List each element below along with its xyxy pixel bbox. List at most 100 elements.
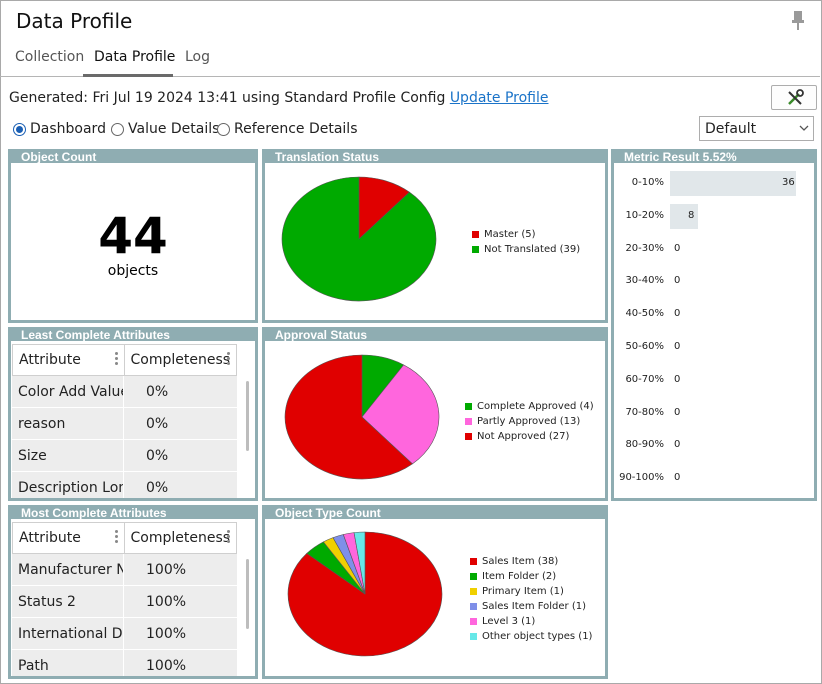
metric-row: 0-10% 36 (614, 171, 810, 196)
view-reference-details-radio[interactable]: Reference Details (217, 121, 357, 137)
view-reference-details-label: Reference Details (234, 121, 358, 137)
radio-icon (217, 122, 230, 136)
view-dashboard-radio[interactable]: Dashboard (13, 121, 106, 137)
table-row[interactable]: Manufacturer N... 100% (12, 554, 237, 586)
profile-tools-button[interactable] (771, 85, 817, 110)
column-header[interactable]: Attribute (13, 523, 125, 553)
panel-body: Complete Approved (4) Partly Approved (13… (265, 341, 605, 498)
table-header: Attribute Completeness (12, 344, 237, 376)
legend-item: Sales Item Folder (1) (470, 599, 592, 614)
view-dashboard-label: Dashboard (30, 121, 106, 137)
legend-label: Sales Item (38) (482, 556, 559, 567)
least-complete-panel: Least Complete Attributes Attribute Compl… (8, 327, 258, 501)
tab-data-profile[interactable]: Data Profile (94, 49, 176, 65)
config-select[interactable]: Default (699, 116, 814, 141)
table-row[interactable]: reason 0% (12, 408, 237, 440)
legend-item: Primary Item (1) (470, 584, 592, 599)
metric-row: 30-40% 0 (614, 269, 810, 294)
generated-info: Generated: Fri Jul 19 2024 13:41 using S… (9, 90, 549, 106)
scrollbar[interactable] (246, 559, 249, 629)
legend-label: Item Folder (2) (482, 571, 557, 582)
column-menu-icon[interactable] (227, 530, 230, 545)
object-type-count-pie-chart (287, 531, 443, 657)
column-menu-icon[interactable] (227, 352, 230, 367)
legend-swatch (470, 558, 477, 565)
tab-bar: Collection Data Profile Log (0, 44, 820, 77)
column-menu-icon[interactable] (114, 352, 118, 367)
panel-title: Object Count (21, 150, 97, 164)
metric-value: 0 (674, 406, 681, 418)
metric-result-panel: Metric Result 5.52% 0-10% 36 10-20% 8 20-30%… (611, 149, 817, 501)
metric-bucket-label: 60-70% (625, 373, 664, 385)
column-header-label: Completeness (130, 352, 231, 368)
radio-icon (111, 122, 124, 136)
legend-label: Partly Approved (13) (477, 416, 581, 427)
column-header-label: Completeness (130, 530, 231, 546)
column-header[interactable]: Completeness (125, 345, 237, 375)
legend-swatch (470, 603, 477, 610)
approval-status-legend: Complete Approved (4) Partly Approved (13… (465, 399, 594, 444)
window-title: Data Profile (16, 9, 133, 33)
config-select-value: Default (705, 121, 757, 137)
attribute-cell: reason (12, 408, 124, 439)
legend-item: Level 3 (1) (470, 614, 592, 629)
legend-swatch (465, 433, 472, 440)
chevron-down-icon (799, 125, 809, 131)
metric-bucket-label: 0-10% (631, 177, 664, 188)
metric-bucket-label: 10-20% (625, 209, 664, 221)
panel-body: Attribute Completeness Manufacturer N... 10… (11, 519, 255, 676)
table-row[interactable]: Path 100% (12, 650, 237, 676)
approval-status-pie-chart (284, 354, 440, 480)
metric-value: 36 (782, 177, 795, 188)
metric-bucket-label: 40-50% (625, 308, 664, 320)
metric-value: 0 (674, 439, 681, 451)
panel-body: Sales Item (38) Item Folder (2) Primary It… (265, 519, 605, 676)
legend-label: Complete Approved (4) (477, 401, 594, 412)
legend-swatch (465, 403, 472, 410)
pin-icon[interactable] (789, 10, 807, 32)
table-row[interactable]: Status 2 100% (12, 586, 237, 618)
legend-label: Level 3 (1) (482, 616, 536, 627)
column-menu-icon[interactable] (114, 530, 118, 545)
legend-swatch (470, 588, 477, 595)
metric-bucket-label: 70-80% (625, 406, 664, 418)
completeness-cell: 0% (146, 480, 169, 496)
update-profile-link[interactable]: Update Profile (449, 90, 549, 106)
metric-value: 0 (674, 373, 681, 385)
column-header[interactable]: Completeness (125, 523, 237, 553)
table-row[interactable]: Description Long 0% (12, 472, 237, 498)
object-type-count-legend: Sales Item (38) Item Folder (2) Primary It… (470, 554, 592, 644)
panel-title: Object Type Count (275, 506, 381, 520)
column-header[interactable]: Attribute (13, 345, 125, 375)
tools-icon (788, 89, 804, 105)
attribute-cell: Description Long (12, 472, 124, 498)
view-value-details-radio[interactable]: Value Details (111, 121, 219, 137)
panel-body: Attribute Completeness Color Add Values0%r… (11, 341, 255, 498)
object-count-unit: objects (107, 263, 159, 279)
table-row[interactable]: Size 0% (12, 440, 237, 472)
legend-label: Master (5) (484, 229, 536, 240)
table-row[interactable]: Color Add Values 0% (12, 376, 237, 408)
metric-bar (670, 171, 796, 196)
table-row[interactable]: International Di... 100% (12, 618, 237, 650)
panel-body: Master (5) Not Translated (39) (265, 163, 605, 320)
legend-swatch (470, 573, 477, 580)
attribute-cell: Size (12, 440, 124, 471)
generated-text: Generated: Fri Jul 19 2024 13:41 using S… (9, 90, 446, 106)
scrollbar[interactable] (246, 381, 249, 451)
legend-label: Not Translated (39) (484, 244, 581, 255)
metric-row: 40-50% 0 (614, 302, 810, 327)
legend-item: Not Approved (27) (465, 429, 594, 444)
legend-swatch (472, 246, 479, 253)
metric-bucket-label: 30-40% (625, 275, 664, 287)
completeness-cell: 0% (146, 416, 169, 432)
completeness-cell: 100% (146, 658, 187, 674)
attribute-cell: Manufacturer N... (12, 554, 124, 585)
panel-title: Translation Status (275, 150, 380, 164)
tab-collection[interactable]: Collection (15, 49, 85, 65)
legend-item: Item Folder (2) (470, 569, 592, 584)
tab-log[interactable]: Log (185, 49, 211, 65)
metric-bucket-label: 90-100% (619, 472, 664, 484)
object-count-value: 44 (98, 207, 168, 265)
translation-status-pie-chart (281, 176, 437, 302)
